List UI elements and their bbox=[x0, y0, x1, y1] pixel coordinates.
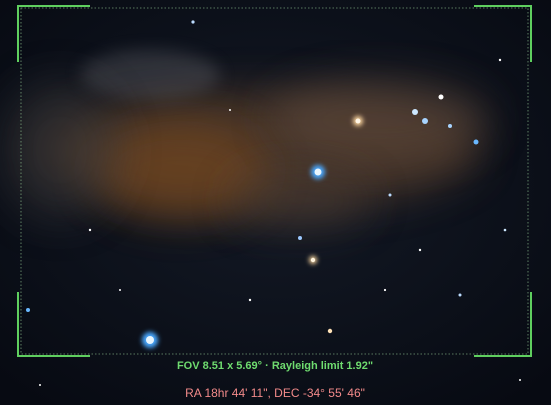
star bbox=[519, 379, 521, 381]
star bbox=[439, 95, 444, 100]
star bbox=[459, 294, 462, 297]
nebula-cloud bbox=[230, 170, 370, 230]
star bbox=[422, 118, 428, 124]
coordinates-label: RA 18hr 44' 11", DEC -34° 55' 46" bbox=[185, 386, 365, 400]
star bbox=[389, 194, 392, 197]
star bbox=[384, 289, 386, 291]
star bbox=[229, 109, 231, 111]
page: FOV 8.51 x 5.69° · Rayleigh limit 1.92" … bbox=[0, 0, 551, 405]
star bbox=[328, 329, 332, 333]
star bbox=[249, 299, 251, 301]
star bbox=[89, 229, 91, 231]
star bbox=[356, 119, 361, 124]
star bbox=[499, 59, 501, 61]
fov-label: FOV 8.51 x 5.69° · Rayleigh limit 1.92" bbox=[177, 360, 373, 372]
nebula-cloud bbox=[0, 80, 120, 220]
star bbox=[26, 308, 30, 312]
star bbox=[311, 258, 315, 262]
star bbox=[146, 336, 154, 344]
star bbox=[39, 384, 41, 386]
star bbox=[419, 249, 421, 251]
sky-view: FOV 8.51 x 5.69° · Rayleigh limit 1.92" … bbox=[0, 0, 551, 405]
star bbox=[298, 236, 302, 240]
star bbox=[448, 124, 452, 128]
nebula-cloud bbox=[270, 80, 490, 160]
star bbox=[474, 140, 479, 145]
star bbox=[412, 109, 418, 115]
nebula-cloud bbox=[80, 50, 220, 100]
star bbox=[119, 289, 121, 291]
star bbox=[191, 20, 194, 23]
star bbox=[504, 229, 507, 232]
star bbox=[315, 169, 322, 176]
